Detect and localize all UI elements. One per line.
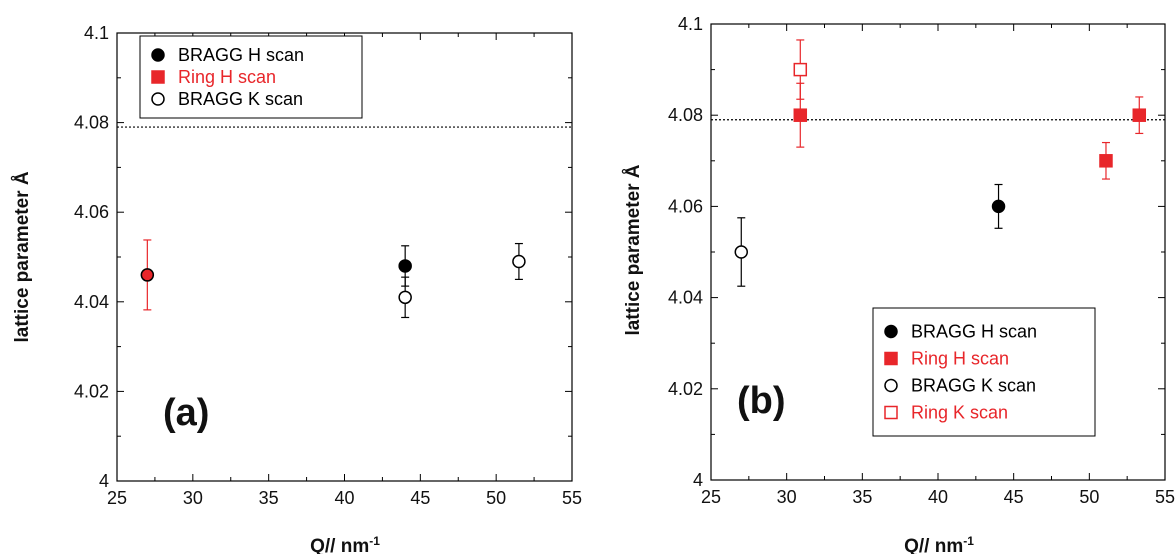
y-tick-label: 4.06 [668, 196, 703, 216]
legend-marker [151, 48, 165, 62]
x-tick-label: 40 [334, 488, 354, 508]
data-point [140, 268, 155, 282]
legend-marker [884, 324, 898, 339]
x-tick-label: 25 [107, 488, 127, 508]
data-point [512, 254, 526, 269]
y-tick-label: 4.06 [74, 202, 109, 222]
data-point [398, 259, 412, 273]
y-tick-label: 4.02 [668, 379, 703, 399]
y-tick-label: 4.1 [84, 23, 109, 43]
x-axis-label: Q// nm-1 [904, 534, 974, 554]
data-point [991, 199, 1006, 214]
panel-label: (b) [737, 380, 786, 422]
y-tick-label: 4.08 [74, 113, 109, 133]
y-tick-label: 4 [99, 471, 109, 491]
legend-label: BRAGG H scan [911, 322, 1037, 342]
x-tick-label: 30 [183, 488, 203, 508]
y-tick-label: 4 [693, 470, 703, 490]
legend-marker [884, 378, 898, 393]
legend-marker [151, 92, 165, 106]
legend-label: Ring H scan [911, 349, 1009, 369]
x-tick-label: 35 [852, 487, 872, 507]
x-axis-label: Q// nm-1 [310, 534, 380, 554]
data-point [398, 290, 412, 305]
data-point [1099, 154, 1113, 168]
legend-label: Ring K scan [911, 403, 1008, 423]
x-tick-label: 45 [410, 488, 430, 508]
legend-label: BRAGG K scan [911, 376, 1036, 396]
x-tick-label: 25 [701, 487, 721, 507]
x-tick-label: 45 [1004, 487, 1024, 507]
y-tick-label: 4.02 [74, 381, 109, 401]
data-point [793, 62, 808, 77]
legend-marker [151, 70, 165, 84]
chart-panel-a: 25 30 35 40 45 50 55 4 4.02 4.04 4.06 4.08 4.1 BRAGG … [12, 23, 582, 554]
y-axis-label: lattice parameter Å [623, 164, 644, 335]
x-tick-label: 50 [1079, 487, 1099, 507]
legend-label: BRAGG K scan [178, 89, 303, 109]
legend-box [139, 35, 363, 119]
legend-label: BRAGG H scan [178, 45, 304, 65]
y-axis-label: lattice parameter Å [12, 171, 33, 342]
legend-label: Ring H scan [178, 67, 276, 87]
legend-marker [884, 351, 898, 366]
x-tick-label: 30 [777, 487, 797, 507]
x-tick-label: 50 [486, 488, 506, 508]
y-tick-label: 4.04 [74, 292, 109, 312]
y-tick-label: 4.04 [668, 288, 703, 308]
y-tick-label: 4.1 [678, 14, 703, 34]
legend-marker [884, 405, 898, 420]
legend-box [872, 307, 1096, 437]
x-tick-label: 35 [259, 488, 279, 508]
y-tick-label: 4.08 [668, 105, 703, 125]
data-point [734, 245, 749, 259]
x-tick-label: 55 [1155, 487, 1175, 507]
panel-label: (a) [163, 392, 209, 434]
data-point [1132, 108, 1147, 122]
x-tick-label: 55 [562, 488, 582, 508]
chart-panel-b: 25 30 35 40 45 50 55 4 4.02 4.04 4.06 4.08 4.1 BRAGG … [623, 14, 1175, 554]
x-tick-label: 40 [928, 487, 948, 507]
data-point [793, 108, 808, 122]
